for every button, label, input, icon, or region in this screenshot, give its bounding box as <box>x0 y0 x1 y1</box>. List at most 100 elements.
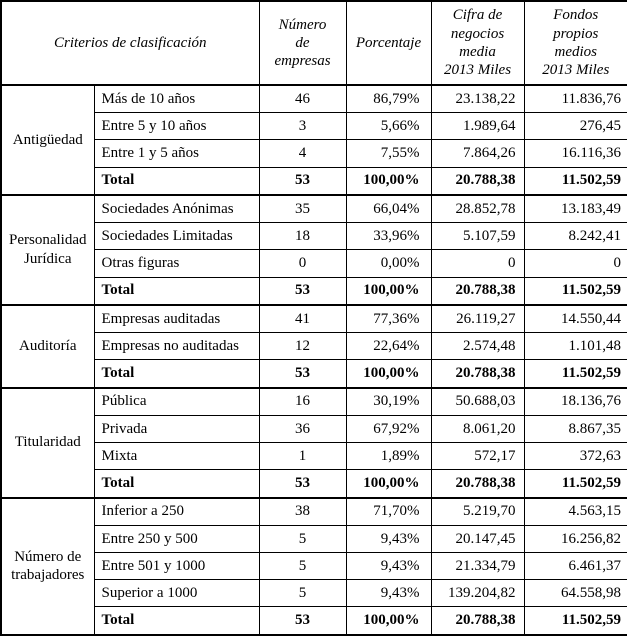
value-fondos-propios: 64.558,98 <box>523 579 627 608</box>
table-row: Entre 250 y 500 5 9,43% 20.147,45 16.256… <box>1 525 627 554</box>
value-num-empresas: 53 <box>258 606 347 636</box>
group-numero-trabajadores: Número de trabajadores <box>0 497 95 636</box>
value-num-empresas: 18 <box>258 222 347 251</box>
value-num-empresas: 41 <box>258 304 347 334</box>
value-cifra-negocios: 0 <box>430 249 525 278</box>
value-cifra-negocios: 2.574,48 <box>430 332 525 361</box>
value-num-empresas: 3 <box>258 112 347 141</box>
value-num-empresas: 53 <box>258 359 347 389</box>
value-cifra-negocios: 20.788,38 <box>430 276 525 306</box>
value-num-empresas: 53 <box>258 469 347 499</box>
table-row: Superior a 1000 5 9,43% 139.204,82 64.55… <box>1 579 627 608</box>
value-num-empresas: 0 <box>258 249 347 278</box>
value-porcentaje: 66,04% <box>345 194 432 224</box>
table-row-total: Total 53 100,00% 20.788,38 11.502,59 <box>1 166 627 196</box>
value-fondos-propios: 0 <box>523 249 627 278</box>
value-num-empresas: 53 <box>258 276 347 306</box>
value-porcentaje: 86,79% <box>345 84 432 114</box>
value-num-empresas: 16 <box>258 387 347 417</box>
value-porcentaje: 1,89% <box>345 442 432 471</box>
value-cifra-negocios: 20.788,38 <box>430 606 525 636</box>
group-personalidad-juridica: Personalidad Jurídica <box>0 194 95 306</box>
value-porcentaje: 77,36% <box>345 304 432 334</box>
value-fondos-propios: 8.867,35 <box>523 415 627 444</box>
value-cifra-negocios: 26.119,27 <box>430 304 525 334</box>
value-fondos-propios: 276,45 <box>523 112 627 141</box>
row-label: Entre 5 y 10 años <box>93 112 260 141</box>
value-num-empresas: 1 <box>258 442 347 471</box>
value-fondos-propios: 18.136,76 <box>523 387 627 417</box>
row-label: Inferior a 250 <box>93 497 260 527</box>
header-fondos-propios: Fondos propios medios 2013 Miles <box>523 0 627 86</box>
row-label: Entre 501 y 1000 <box>93 552 260 581</box>
row-label: Total <box>93 359 260 389</box>
value-fondos-propios: 16.116,36 <box>523 139 627 168</box>
value-porcentaje: 100,00% <box>345 606 432 636</box>
table-row: Otras figuras 0 0,00% 0 0 <box>1 249 627 278</box>
header-cifra-negocios: Cifra de negocios media 2013 Miles <box>430 0 525 86</box>
table-row: Mixta 1 1,89% 572,17 372,63 <box>1 442 627 471</box>
value-cifra-negocios: 21.334,79 <box>430 552 525 581</box>
table-row: Antigüedad Más de 10 años 46 86,79% 23.1… <box>0 84 627 196</box>
value-fondos-propios: 6.461,37 <box>523 552 627 581</box>
row-label: Total <box>93 469 260 499</box>
table-row-total: Total 53 100,00% 20.788,38 11.502,59 <box>1 276 627 306</box>
table-row-total: Total 53 100,00% 20.788,38 11.502,59 <box>1 606 627 636</box>
value-fondos-propios: 11.502,59 <box>523 166 627 196</box>
value-num-empresas: 12 <box>258 332 347 361</box>
table-row: Personalidad Jurídica Sociedades Anónima… <box>0 194 627 306</box>
table-row-total: Total 53 100,00% 20.788,38 11.502,59 <box>1 359 627 389</box>
value-num-empresas: 46 <box>258 84 347 114</box>
value-porcentaje: 71,70% <box>345 497 432 527</box>
row-label: Privada <box>93 415 260 444</box>
table-row-total: Total 53 100,00% 20.788,38 11.502,59 <box>1 469 627 499</box>
group-antiguedad: Antigüedad <box>0 84 95 196</box>
group-titularidad: Titularidad <box>0 387 95 499</box>
value-porcentaje: 30,19% <box>345 387 432 417</box>
value-fondos-propios: 11.502,59 <box>523 359 627 389</box>
value-cifra-negocios: 20.788,38 <box>430 469 525 499</box>
value-porcentaje: 67,92% <box>345 415 432 444</box>
row-label: Entre 250 y 500 <box>93 525 260 554</box>
value-porcentaje: 22,64% <box>345 332 432 361</box>
value-cifra-negocios: 139.204,82 <box>430 579 525 608</box>
value-cifra-negocios: 20.788,38 <box>430 166 525 196</box>
table-row: Entre 501 y 1000 5 9,43% 21.334,79 6.461… <box>1 552 627 581</box>
value-fondos-propios: 11.836,76 <box>523 84 627 114</box>
table-row: Auditoría Empresas auditadas 41 77,36% 2… <box>0 304 627 389</box>
value-fondos-propios: 4.563,15 <box>523 497 627 527</box>
value-porcentaje: 100,00% <box>345 469 432 499</box>
value-num-empresas: 35 <box>258 194 347 224</box>
value-cifra-negocios: 20.788,38 <box>430 359 525 389</box>
value-porcentaje: 100,00% <box>345 166 432 196</box>
value-cifra-negocios: 50.688,03 <box>430 387 525 417</box>
value-fondos-propios: 13.183,49 <box>523 194 627 224</box>
value-num-empresas: 5 <box>258 552 347 581</box>
value-num-empresas: 4 <box>258 139 347 168</box>
value-num-empresas: 5 <box>258 579 347 608</box>
value-num-empresas: 5 <box>258 525 347 554</box>
row-label: Total <box>93 606 260 636</box>
value-cifra-negocios: 572,17 <box>430 442 525 471</box>
value-cifra-negocios: 1.989,64 <box>430 112 525 141</box>
row-label: Mixta <box>93 442 260 471</box>
table-row: Entre 5 y 10 años 3 5,66% 1.989,64 276,4… <box>1 112 627 141</box>
row-label: Superior a 1000 <box>93 579 260 608</box>
value-num-empresas: 38 <box>258 497 347 527</box>
value-cifra-negocios: 23.138,22 <box>430 84 525 114</box>
value-fondos-propios: 1.101,48 <box>523 332 627 361</box>
row-label: Pública <box>93 387 260 417</box>
value-fondos-propios: 372,63 <box>523 442 627 471</box>
row-label: Sociedades Anónimas <box>93 194 260 224</box>
row-label: Más de 10 años <box>93 84 260 114</box>
value-porcentaje: 9,43% <box>345 552 432 581</box>
table-row: Privada 36 67,92% 8.061,20 8.867,35 <box>1 415 627 444</box>
row-label: Empresas auditadas <box>93 304 260 334</box>
header-criterios: Criterios de clasificación <box>0 0 260 86</box>
row-label: Total <box>93 166 260 196</box>
row-label: Empresas no auditadas <box>93 332 260 361</box>
value-cifra-negocios: 5.219,70 <box>430 497 525 527</box>
table-row: Entre 1 y 5 años 4 7,55% 7.864,26 16.116… <box>1 139 627 168</box>
table-row: Titularidad Pública 16 30,19% 50.688,03 … <box>0 387 627 499</box>
